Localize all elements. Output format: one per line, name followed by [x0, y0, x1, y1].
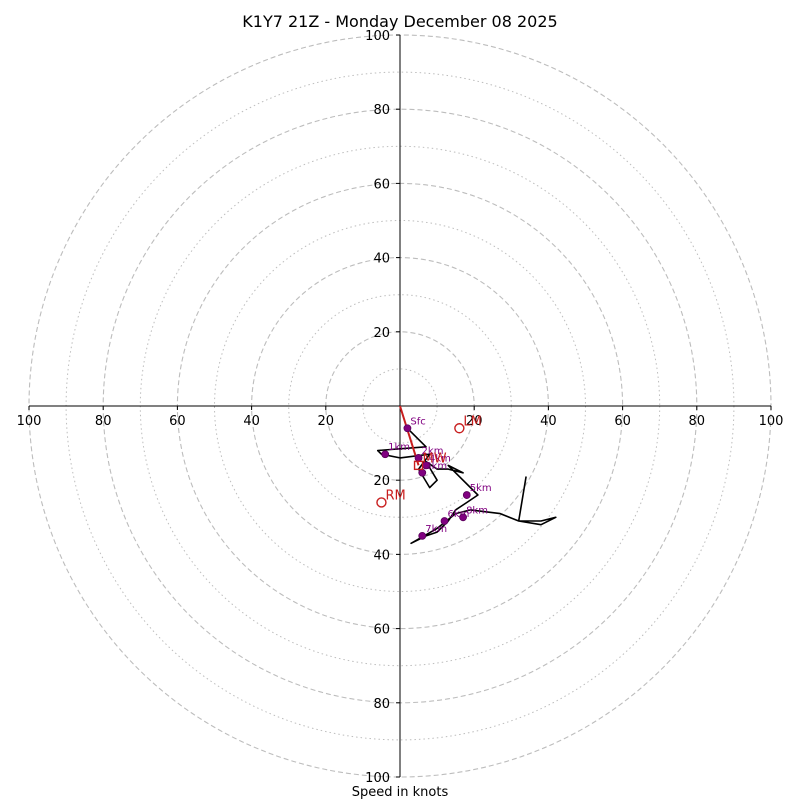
storm-motion-RM — [376, 497, 387, 508]
x-tick-label: 80 — [95, 414, 112, 429]
x-tick-label: 80 — [689, 414, 706, 429]
chart-title: K1Y7 21Z - Monday December 08 2025 — [242, 12, 557, 31]
storm-motion-label-MW: MW — [423, 451, 447, 466]
hodograph-trace-layer — [376, 427, 557, 545]
height-label-2km: 2km — [422, 446, 444, 457]
x-tick-label: 60 — [169, 414, 186, 429]
height-marker-1km — [381, 450, 390, 459]
x-tick-label: 60 — [614, 414, 631, 429]
height-label-7km: 7km — [425, 524, 447, 535]
y-tick-label: 100 — [365, 29, 390, 44]
y-tick-label: 20 — [373, 326, 390, 341]
storm-motion-MW — [413, 460, 424, 471]
y-tick-label: 80 — [373, 697, 390, 712]
height-label-6km: 6km — [448, 509, 470, 520]
height-label-8km: 8km — [466, 505, 488, 516]
height-label-4km: 4km — [429, 453, 451, 464]
x-tick-label: 100 — [17, 414, 42, 429]
x-tick-label: 40 — [243, 414, 260, 429]
x-tick-label: 20 — [318, 414, 335, 429]
storm-motion-label-LM: LM — [463, 414, 481, 429]
storm-motion-label-RM: RM — [385, 488, 405, 503]
x-tick-label: 100 — [759, 414, 784, 429]
height-marker-7km — [418, 531, 427, 540]
tick-labels: 100 80 60 40 20 20 40 60 80 100 100 80 60 40 20 20 40 60 8… — [17, 29, 784, 786]
height-marker-6km — [440, 517, 449, 525]
storm-vector — [399, 405, 420, 466]
y-tick-label: 80 — [373, 103, 390, 118]
height-marker-8km — [459, 513, 467, 522]
storm-motion-markers: LM RM MW — [376, 414, 482, 508]
y-tick-label: 40 — [373, 252, 390, 267]
x-axis-label: Speed in knots — [352, 785, 449, 800]
x-tick-label: 40 — [540, 414, 557, 429]
hodograph-trace — [376, 427, 557, 545]
height-label-Sfc: Sfc — [410, 416, 425, 427]
height-marker-5km — [462, 491, 471, 499]
x-tick-label: 20 — [466, 414, 483, 429]
y-tick-label: 60 — [373, 623, 390, 638]
height-label-3km: 3km — [425, 461, 447, 472]
y-tick-label: 60 — [373, 177, 390, 192]
y-tick-label: 100 — [365, 771, 390, 786]
storm-vector-layer — [399, 405, 420, 466]
height-marker-Sfc — [403, 424, 412, 433]
storm-motion-LM — [454, 423, 465, 434]
y-tick-label: 40 — [373, 548, 390, 563]
height-label-5km: 5km — [470, 483, 492, 494]
height-label-1km: 1km — [388, 442, 410, 453]
y-tick-label: 20 — [373, 474, 390, 489]
